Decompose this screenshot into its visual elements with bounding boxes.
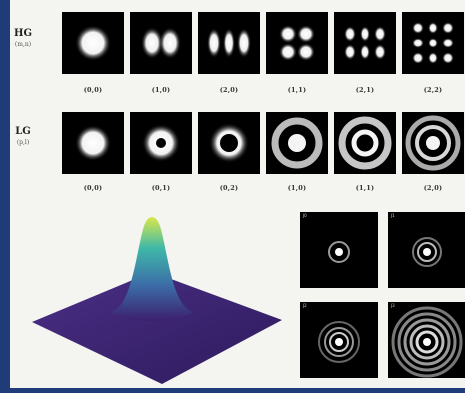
bessel-panel: J1 (388, 212, 465, 288)
lg-index: (0,2) (219, 184, 239, 192)
hg-mode-10 (130, 12, 192, 74)
lg-index: (0,0) (83, 184, 103, 192)
lg-index: (2,0) (423, 184, 443, 192)
gaussian-surface (32, 212, 292, 387)
bessel-label: J3 (391, 303, 395, 308)
hg-sublabel: (m,n) (14, 41, 32, 48)
figure-panel: HG (m,n) (10, 0, 465, 388)
bessel-pattern-icon (391, 306, 463, 378)
gaussian-surface-icon (32, 217, 282, 384)
bessel-label: J1 (391, 213, 395, 218)
lg-row-label: LG (p,l) (10, 126, 36, 148)
lg-20-icon (405, 115, 461, 171)
lg-11-icon (338, 116, 392, 170)
hg-index: (2,1) (355, 86, 375, 94)
hg-mode-22 (402, 12, 464, 74)
hg-11-icon (279, 25, 315, 61)
hg-row-label: HG (m,n) (10, 28, 36, 50)
bessel-label: J0 (303, 213, 307, 218)
hg-20-icon (207, 28, 251, 58)
lg-02-icon (209, 123, 249, 163)
bessel-panel: J2 (300, 302, 378, 378)
hg-10-icon (141, 27, 181, 59)
lg-mode-02 (198, 112, 260, 174)
bessel-pattern-icon (318, 321, 360, 363)
lg-mode-01 (130, 112, 192, 174)
lg-mode-11 (334, 112, 396, 174)
lg-mode-10 (266, 112, 328, 174)
hg-21-icon (344, 26, 386, 60)
lg-10-icon (271, 117, 323, 169)
lg-mode-20 (402, 112, 464, 174)
hg-mode-11 (266, 12, 328, 74)
lg-mode-00 (62, 112, 124, 174)
hg-index: (2,0) (219, 86, 239, 94)
lg-01-icon (142, 124, 180, 162)
lg-label: LG (15, 126, 31, 137)
hg-mode-21 (334, 12, 396, 74)
hg-index: (1,0) (151, 86, 171, 94)
bessel-label: J2 (303, 303, 307, 308)
hg-index: (2,2) (423, 86, 443, 94)
hg-index: (1,1) (287, 86, 307, 94)
bessel-pattern-icon (412, 237, 442, 267)
lg-sublabel: (p,l) (16, 139, 30, 146)
bessel-panel: J0 (300, 212, 378, 288)
bessel-panel: J3 (388, 302, 465, 378)
hg-index: (0,0) (83, 86, 103, 94)
hg-22-icon (412, 22, 454, 64)
hg-mode-20 (198, 12, 260, 74)
lg-index: (0,1) (151, 184, 171, 192)
hg-mode-00 (62, 12, 124, 74)
lg-index: (1,0) (287, 184, 307, 192)
hg-label: HG (14, 28, 32, 39)
lg-00-icon (75, 125, 111, 161)
hg-00-icon (75, 25, 111, 61)
bessel-pattern-icon (328, 241, 350, 263)
lg-index: (1,1) (355, 184, 375, 192)
